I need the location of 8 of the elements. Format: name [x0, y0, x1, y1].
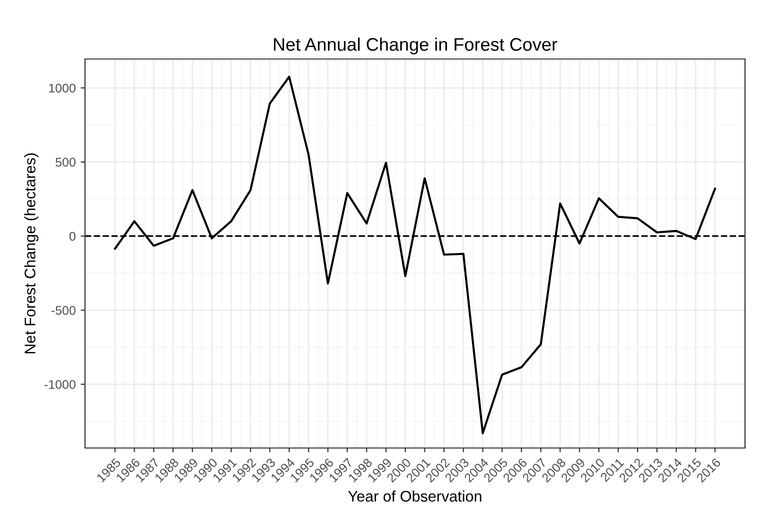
y-tick-label: 500	[56, 158, 76, 167]
chart-title: Net Annual Change in Forest Cover	[274, 38, 558, 54]
y-tick-label: 1000	[49, 84, 76, 93]
x-axis-title: Year of Observation	[348, 490, 482, 502]
y-tick-label: -1000	[44, 380, 76, 389]
y-axis-title: Net Forest Change (hectares)	[24, 153, 38, 354]
y-tick-label: 0	[70, 232, 76, 241]
y-tick-label: -500	[52, 306, 76, 315]
